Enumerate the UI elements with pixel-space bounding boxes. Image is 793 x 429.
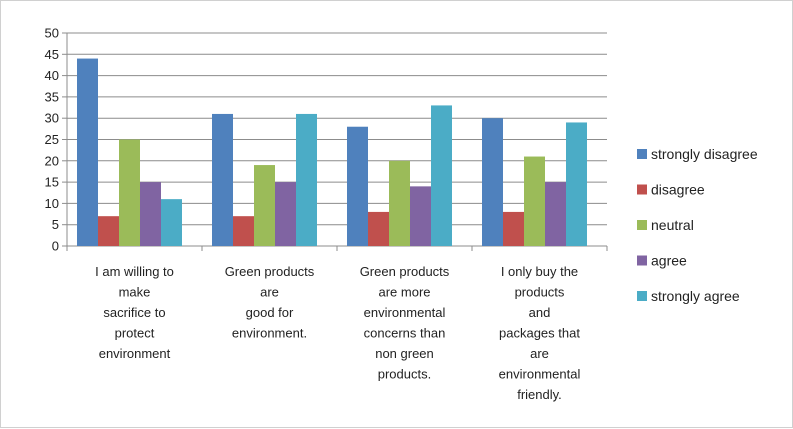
legend-label: strongly disagree — [651, 146, 758, 162]
bar-neutral-4 — [524, 156, 545, 246]
bar-neutral-2 — [254, 165, 275, 246]
legend-swatch-neutral — [637, 220, 647, 230]
bar-neutral-3 — [389, 160, 410, 246]
y-tick-label: 40 — [45, 68, 59, 83]
y-tick-label: 35 — [45, 89, 59, 104]
category-label-line: Green products — [360, 264, 450, 279]
y-tick-label: 0 — [52, 239, 59, 254]
category-label-line: products — [515, 285, 565, 300]
y-tick-label: 45 — [45, 47, 59, 62]
bar-disagree-4 — [503, 211, 524, 246]
category-label-line: products. — [378, 367, 431, 382]
legend-swatch-agree — [637, 255, 647, 266]
legend-label: disagree — [651, 182, 705, 198]
category-label-line: are — [530, 346, 549, 361]
category-label: I am willing to make sacrifice to protect en… — [95, 264, 174, 361]
y-tick-labels: 0 5 10 15 20 25 30 35 40 45 50 — [45, 26, 59, 254]
bar-strongly-disagree-4 — [482, 118, 503, 246]
category-label-line: sacrifice to — [103, 305, 165, 320]
category-label: I only buy the products and packages that ar… — [499, 264, 581, 402]
y-tick-label: 20 — [45, 153, 59, 168]
bar-agree-3 — [410, 186, 431, 246]
legend: strongly disagree disagree neutral agree str… — [637, 146, 758, 304]
legend-swatch-disagree — [637, 184, 647, 195]
legend-label: strongly agree — [651, 288, 740, 304]
category-label-line: non green — [375, 346, 434, 361]
category-label-line: Green products — [225, 264, 315, 279]
bar-neutral-1 — [119, 139, 140, 246]
category-label-line: are more — [378, 285, 430, 300]
category-label-line: I only buy the — [501, 264, 578, 279]
legend-swatch-strongly-agree — [637, 291, 647, 301]
legend-swatch-strongly-disagree — [637, 149, 647, 159]
category-label-line: good for — [246, 305, 294, 320]
category-label-line: protect — [115, 326, 155, 341]
category-label: Green products are good for environment. — [225, 264, 315, 341]
bar-disagree-1 — [98, 216, 119, 246]
bars — [77, 58, 587, 247]
category-label-line: environment. — [232, 326, 307, 341]
bar-agree-4 — [545, 182, 566, 246]
category-label-line: I am willing to — [95, 264, 174, 279]
category-label-line: make — [119, 285, 151, 300]
bar-strongly-disagree-1 — [77, 58, 98, 247]
bar-strongly-agree-1 — [161, 199, 182, 246]
category-label-line: concerns than — [364, 326, 446, 341]
bar-strongly-disagree-2 — [212, 113, 233, 246]
bar-strongly-agree-4 — [566, 122, 587, 246]
y-tick-label: 5 — [52, 217, 59, 232]
bar-agree-2 — [275, 182, 296, 246]
bar-agree-1 — [140, 182, 161, 246]
y-tick-label: 30 — [45, 111, 59, 126]
bar-disagree-2 — [233, 216, 254, 246]
category-label-line: and — [529, 305, 551, 320]
category-label-line: are — [260, 285, 279, 300]
legend-label: neutral — [651, 217, 694, 233]
category-label-line: friendly. — [517, 387, 562, 402]
bar-strongly-disagree-3 — [347, 126, 368, 246]
category-labels: I am willing to make sacrifice to protect en… — [95, 264, 580, 402]
legend-label: agree — [651, 253, 687, 269]
bar-strongly-agree-3 — [431, 105, 452, 246]
y-tick-label: 15 — [45, 175, 59, 190]
category-label-line: environmental — [364, 305, 446, 320]
y-tick-label: 10 — [45, 196, 59, 211]
category-label-line: environmental — [499, 367, 581, 382]
bar-disagree-3 — [368, 211, 389, 246]
y-tick-label: 50 — [45, 26, 59, 41]
bar-strongly-agree-2 — [296, 113, 317, 246]
category-label-line: packages that — [499, 326, 580, 341]
y-tick-label: 25 — [45, 132, 59, 147]
category-label-line: environment — [99, 346, 171, 361]
category-label: Green products are more environmental conce… — [360, 264, 450, 382]
